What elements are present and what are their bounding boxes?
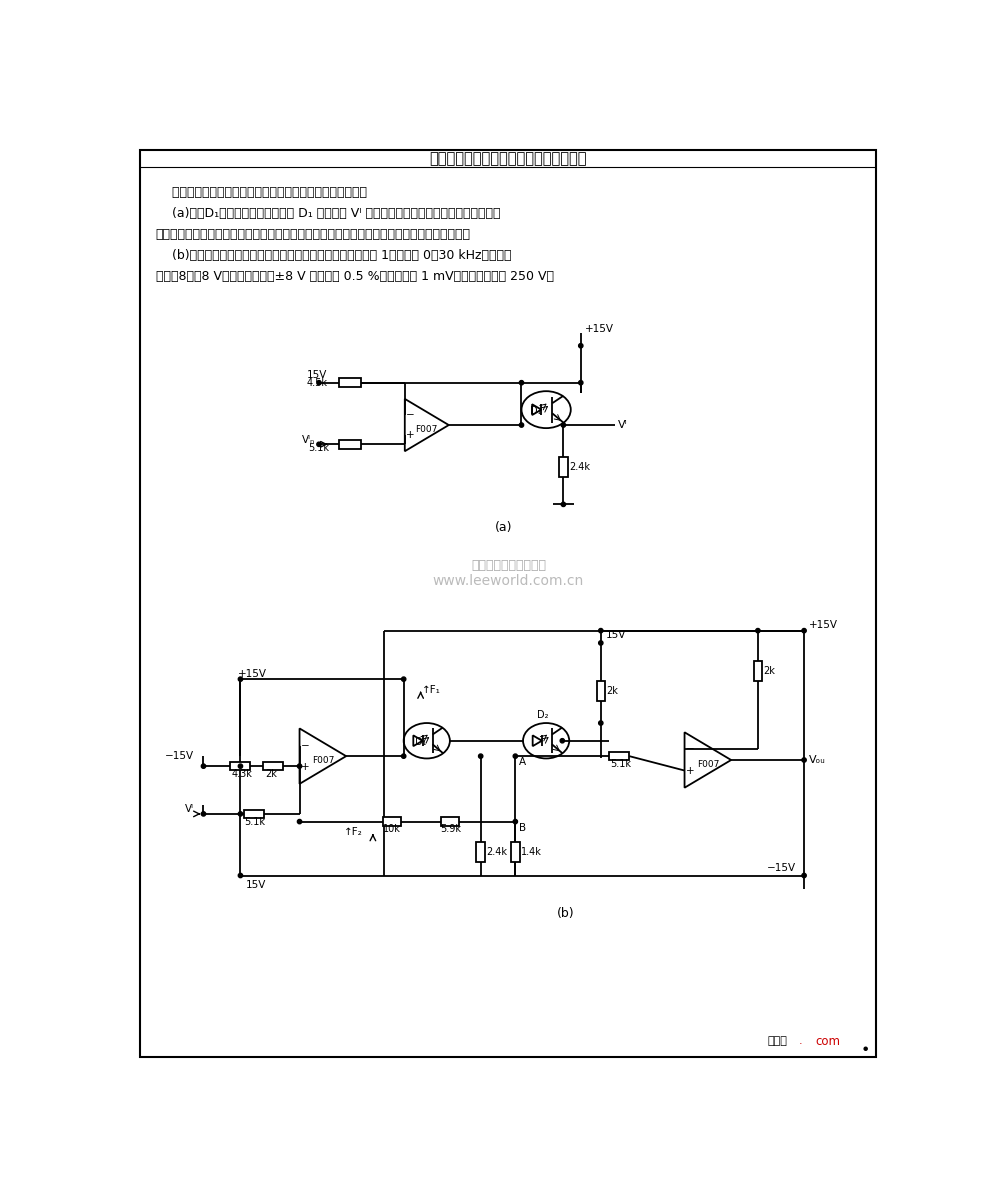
Text: +15V: +15V bbox=[584, 324, 614, 334]
Text: A: A bbox=[519, 757, 527, 767]
Text: (a): (a) bbox=[495, 521, 513, 534]
Circle shape bbox=[520, 380, 524, 385]
Circle shape bbox=[238, 811, 243, 816]
Circle shape bbox=[560, 738, 564, 743]
Text: B: B bbox=[519, 823, 527, 833]
Text: 15V: 15V bbox=[246, 880, 266, 889]
Text: Vᴵ: Vᴵ bbox=[618, 420, 628, 430]
Bar bbox=[511, 842, 520, 863]
Bar bbox=[339, 378, 360, 386]
Text: D₁: D₁ bbox=[415, 737, 427, 748]
Circle shape bbox=[561, 503, 565, 506]
Circle shape bbox=[513, 754, 518, 758]
Text: −15V: −15V bbox=[165, 751, 194, 761]
Text: com: com bbox=[815, 1034, 840, 1048]
Circle shape bbox=[520, 422, 524, 427]
Circle shape bbox=[298, 820, 302, 823]
Text: 考虑到光电耦合器件电流传输比与工作电流之间的非线性关系。为此，须精心挑选、调整器件。: 考虑到光电耦合器件电流传输比与工作电流之间的非线性关系。为此，须精心挑选、调整器… bbox=[156, 228, 471, 241]
Text: 15V: 15V bbox=[307, 370, 327, 380]
Circle shape bbox=[298, 764, 302, 768]
Circle shape bbox=[864, 1048, 867, 1050]
Circle shape bbox=[598, 629, 603, 632]
Text: −: − bbox=[301, 740, 310, 751]
Circle shape bbox=[316, 442, 321, 446]
Circle shape bbox=[402, 754, 406, 758]
Circle shape bbox=[238, 677, 243, 682]
Text: 4.3k: 4.3k bbox=[231, 769, 252, 779]
Text: 2.4k: 2.4k bbox=[486, 847, 507, 857]
Text: 5.1k: 5.1k bbox=[309, 443, 329, 454]
Circle shape bbox=[478, 754, 483, 758]
Bar bbox=[243, 810, 264, 818]
Text: 5.1k: 5.1k bbox=[610, 758, 631, 769]
Text: ↑F₂: ↑F₂ bbox=[344, 827, 363, 838]
Circle shape bbox=[513, 820, 518, 823]
Bar bbox=[230, 762, 250, 770]
Bar bbox=[754, 661, 762, 682]
Circle shape bbox=[756, 629, 760, 632]
Circle shape bbox=[578, 343, 583, 348]
Text: +15V: +15V bbox=[808, 620, 837, 630]
Text: F007: F007 bbox=[416, 425, 437, 434]
Text: 15V: 15V bbox=[605, 630, 626, 641]
Circle shape bbox=[238, 874, 243, 877]
Circle shape bbox=[598, 641, 603, 646]
Circle shape bbox=[802, 629, 806, 632]
Text: 围为－8～＋8 V，非线性失真（±8 V 时）小于 0.5 %，噪声小于 1 mV，共模电压大于 250 V。: 围为－8～＋8 V，非线性失真（±8 V 时）小于 0.5 %，噪声小于 1 m… bbox=[156, 270, 554, 282]
Text: (b)中，增加第二级反馈，使线性度大大提高。本电路增益为 1，频率为 0～30 kHz，动态范: (b)中，增加第二级反馈，使线性度大大提高。本电路增益为 1，频率为 0～30 … bbox=[156, 248, 511, 262]
Text: Vₒᵤ: Vₒᵤ bbox=[808, 755, 825, 766]
Bar bbox=[339, 440, 360, 449]
Text: 5.1k: 5.1k bbox=[244, 816, 265, 827]
Text: F007: F007 bbox=[311, 756, 334, 766]
Circle shape bbox=[316, 380, 321, 385]
Text: ↑F₁: ↑F₁ bbox=[423, 685, 441, 695]
Circle shape bbox=[598, 721, 603, 725]
Bar bbox=[263, 762, 283, 770]
Bar bbox=[440, 817, 459, 826]
Text: 5.9k: 5.9k bbox=[440, 824, 461, 834]
Text: www.leeworld.com.cn: www.leeworld.com.cn bbox=[433, 575, 584, 588]
Text: F007: F007 bbox=[696, 760, 719, 769]
Circle shape bbox=[561, 422, 565, 427]
Text: 10k: 10k bbox=[383, 824, 401, 834]
Text: −15V: −15V bbox=[767, 863, 797, 872]
Text: 2k: 2k bbox=[763, 666, 775, 677]
Text: 1.4k: 1.4k bbox=[521, 847, 542, 857]
Text: 4.5k: 4.5k bbox=[307, 378, 327, 388]
Bar bbox=[609, 752, 629, 761]
Bar bbox=[383, 817, 402, 826]
Text: −: − bbox=[406, 410, 415, 420]
Text: D₂: D₂ bbox=[538, 709, 549, 720]
Bar bbox=[596, 680, 605, 701]
Text: (a)中，D₁处在反馈通路中，流经 D₁ 的电流与 Vᴵ 严格成线性关系。这个电路的缺点是没有: (a)中，D₁处在反馈通路中，流经 D₁ 的电流与 Vᴵ 严格成线性关系。这个电… bbox=[156, 208, 500, 220]
Text: 利用负反馈技术可以大大提高光电耦合器件的传输线性度。: 利用负反馈技术可以大大提高光电耦合器件的传输线性度。 bbox=[156, 186, 367, 199]
Circle shape bbox=[201, 811, 205, 816]
Text: Vᴵ: Vᴵ bbox=[186, 804, 194, 814]
Bar bbox=[559, 457, 567, 478]
Circle shape bbox=[802, 874, 806, 877]
Text: .: . bbox=[800, 1036, 803, 1046]
Text: Vᴵₙ: Vᴵₙ bbox=[302, 436, 315, 445]
Text: 电源电路中的改善光电隔离器线性的电路: 电源电路中的改善光电隔离器线性的电路 bbox=[430, 151, 587, 166]
Circle shape bbox=[238, 764, 243, 768]
Text: (b): (b) bbox=[557, 907, 574, 920]
Text: 2k: 2k bbox=[606, 685, 618, 696]
Text: 杭州烙霖科技有限公司: 杭州烙霖科技有限公司 bbox=[471, 559, 546, 572]
Circle shape bbox=[802, 758, 806, 762]
Circle shape bbox=[578, 380, 583, 385]
Text: +: + bbox=[406, 430, 415, 440]
Circle shape bbox=[201, 764, 205, 768]
Text: 2k: 2k bbox=[265, 769, 277, 779]
Text: 接线图: 接线图 bbox=[767, 1036, 787, 1046]
Bar bbox=[476, 842, 485, 863]
Circle shape bbox=[402, 677, 406, 682]
Text: 2.4k: 2.4k bbox=[568, 462, 590, 473]
Text: D₁: D₁ bbox=[530, 406, 541, 416]
Text: +: + bbox=[685, 766, 694, 775]
Text: −: − bbox=[685, 744, 694, 755]
Text: +: + bbox=[301, 762, 310, 772]
Text: +15V: +15V bbox=[238, 668, 267, 679]
